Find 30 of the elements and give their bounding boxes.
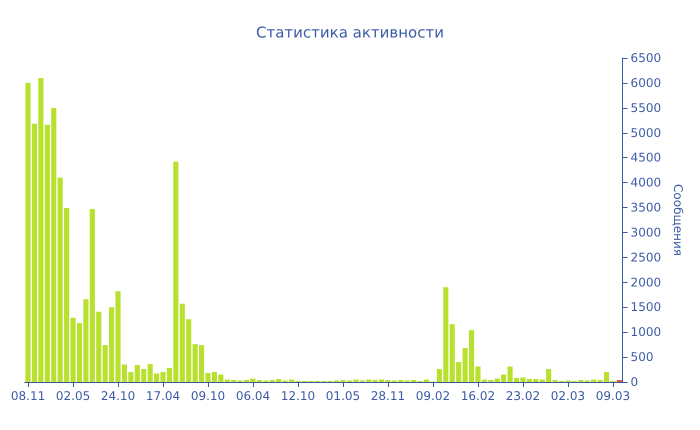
x-tick-label: 09.03 [596,389,630,403]
x-tick-label: 09.02 [416,389,450,403]
y-tick-label: 1500 [630,300,662,314]
x-tick-label: 02.05 [56,389,90,403]
y-axis-title: Сообщения [671,184,685,256]
y-tick-label: 500 [630,350,654,364]
y-tick-label: 5500 [630,100,662,115]
x-tick-label: 08.11 [10,389,46,403]
x-tick-label: 23.02 [506,389,540,403]
x-tick-label: 28.11 [370,389,406,403]
y-tick-label: 6000 [630,76,662,90]
x-tick-label: 01.05 [326,389,360,403]
x-tick-label: 12.10 [280,389,316,403]
y-tick-label: 1000 [630,325,662,340]
x-tick-label: 17.04 [146,389,180,403]
x-tick-label: 09.10 [190,389,226,403]
x-tick-label: 24.10 [100,389,136,403]
y-tick-label: 4000 [630,176,662,190]
y-tick-label: 4500 [630,150,662,165]
chart-title: Статистика активности [256,24,444,42]
y-tick-label: 2000 [630,275,662,290]
y-tick-label: 3500 [630,200,662,215]
y-tick-label: 6500 [630,51,662,65]
y-tick-label: 0 [630,375,638,389]
y-tick-label: 3000 [630,225,662,240]
y-tick-label: 5000 [630,126,662,140]
x-tick-label: 06.04 [236,389,270,403]
x-tick-label: 02.03 [550,389,586,403]
x-tick-label: 16.02 [460,389,496,403]
y-tick-label: 2500 [630,250,662,264]
